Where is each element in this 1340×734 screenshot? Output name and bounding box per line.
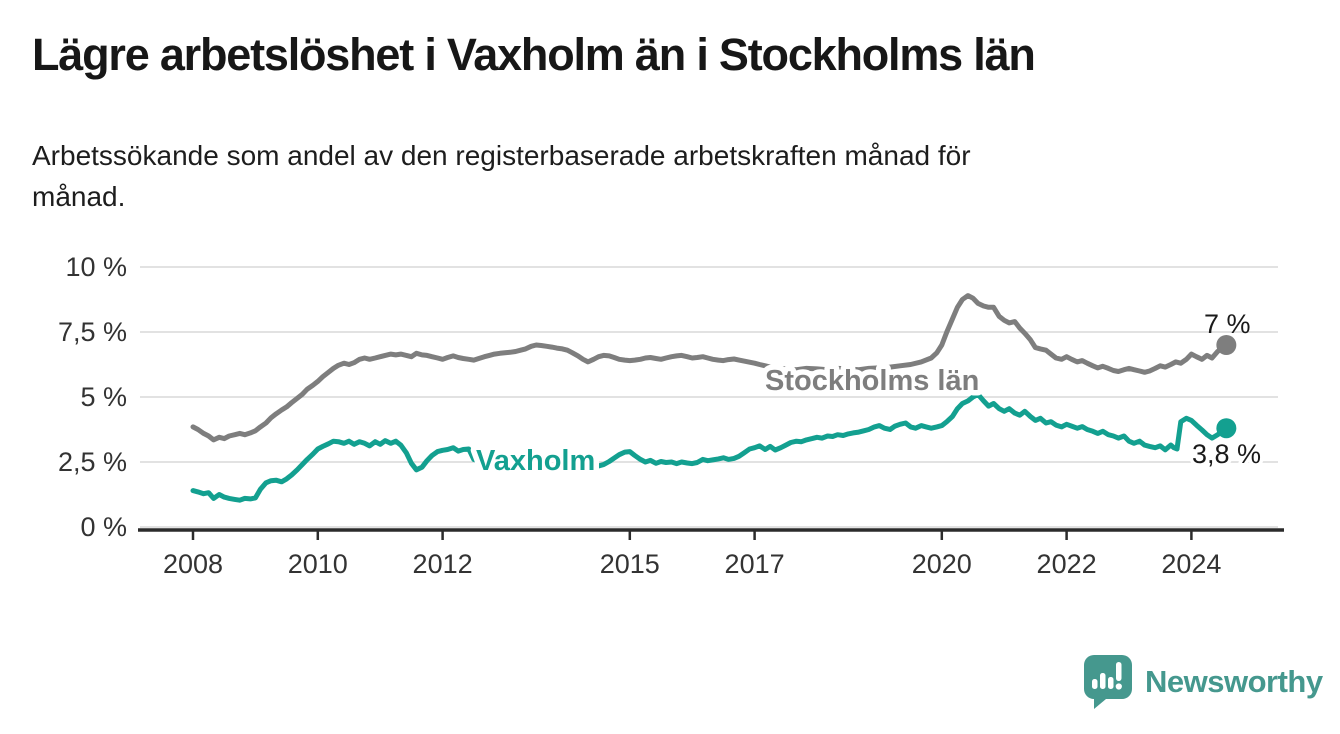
y-tick-label: 5 % (80, 382, 127, 412)
x-tick-label: 2024 (1161, 549, 1221, 579)
newsworthy-logo[interactable]: Newsworthy (1083, 654, 1323, 710)
series-line-stockholms-lan (190, 293, 1229, 443)
series-label-stockholms-lan: Stockholms län (765, 365, 979, 397)
x-tick-label: 2012 (413, 549, 473, 579)
series-label-vaxholm: Vaxholm (476, 445, 595, 477)
x-tick-label: 2008 (163, 549, 223, 579)
end-dot-stockholms-lan (1216, 335, 1237, 355)
page-title: Lägre arbetslöshet i Vaxholm än i Stockh… (32, 29, 1036, 80)
end-value-label-stockholms-lan: 7 % (1204, 309, 1251, 339)
end-value-label-vaxholm: 3,8 % (1192, 439, 1261, 469)
subtitle-line-2: månad. (32, 180, 126, 212)
x-tick-label: 2010 (288, 549, 348, 579)
x-tick-label: 2017 (725, 549, 785, 579)
bar-chart-speech-bubble-icon (1084, 655, 1132, 709)
x-tick-label: 2020 (912, 549, 972, 579)
end-dot-vaxholm (1216, 418, 1237, 439)
series-line-vaxholm (190, 391, 1229, 503)
y-tick-label: 7,5 % (58, 317, 127, 347)
y-tick-label: 2,5 % (58, 447, 127, 477)
subtitle-line-1: Arbetssökande som andel av den registerb… (32, 140, 971, 171)
x-tick-label: 2015 (600, 549, 660, 579)
y-tick-label: 0 % (80, 512, 127, 542)
brand-name: Newsworthy (1145, 664, 1323, 699)
chart-subtitle: Arbetssökande som andel av den registerb… (32, 136, 1272, 217)
y-tick-label: 10 % (65, 252, 127, 282)
x-tick-label: 2022 (1037, 549, 1097, 579)
